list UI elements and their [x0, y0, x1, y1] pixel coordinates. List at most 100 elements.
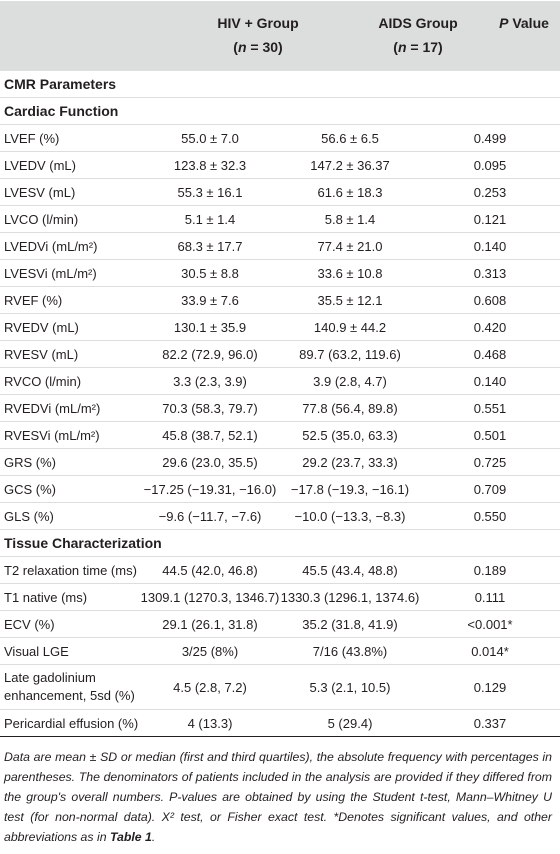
table-header: HIV + Group (n = 30) AIDS Group (n = 17)… [0, 0, 560, 71]
table-row: GRS (%) 29.6 (23.0, 35.5) 29.2 (23.7, 33.3… [0, 448, 560, 476]
p-value: 0.014* [420, 637, 560, 665]
hiv-value: 30.5 ± 8.8 [140, 259, 280, 287]
hiv-value: 3/25 (8%) [140, 637, 280, 665]
aids-value: 45.5 (43.4, 48.8) [280, 556, 420, 584]
table-row: LVEDV (mL) 123.8 ± 32.3 147.2 ± 36.37 0.095 [0, 151, 560, 179]
hiv-value: 4.5 (2.8, 7.2) [140, 664, 280, 710]
p-value: 0.313 [420, 259, 560, 287]
table-row: LVESV (mL) 55.3 ± 16.1 61.6 ± 18.3 0.253 [0, 178, 560, 206]
p-value: 0.499 [420, 124, 560, 152]
aids-value: 5.8 ± 1.4 [280, 205, 420, 233]
p-value: 0.095 [420, 151, 560, 179]
p-value: 0.551 [420, 394, 560, 422]
aids-value: −17.8 (−19.3, −16.1) [280, 475, 420, 503]
row-label: GCS (%) [0, 475, 140, 503]
p-value: 0.337 [420, 709, 560, 737]
hiv-value: 82.2 (72.9, 96.0) [140, 340, 280, 368]
row-label: RVEDVi (mL/m²) [0, 394, 140, 422]
p-value: 0.501 [420, 421, 560, 449]
hiv-value: 123.8 ± 32.3 [140, 151, 280, 179]
row-label: GRS (%) [0, 448, 140, 476]
table-row: Visual LGE 3/25 (8%) 7/16 (43.8%) 0.014* [0, 637, 560, 665]
p-value: 0.468 [420, 340, 560, 368]
aids-value: 61.6 ± 18.3 [280, 178, 420, 206]
p-value: <0.001* [420, 610, 560, 638]
row-label: Pericardial effusion (%) [0, 709, 140, 737]
row-label: LVCO (l/min) [0, 205, 140, 233]
hiv-value: 29.6 (23.0, 35.5) [140, 448, 280, 476]
row-label: LVEF (%) [0, 124, 140, 152]
table-row: T1 native (ms) 1309.1 (1270.3, 1346.7) 133… [0, 583, 560, 611]
aids-value: 52.5 (35.0, 63.3) [280, 421, 420, 449]
row-label: GLS (%) [0, 502, 140, 530]
section-row: CMR Parameters [0, 71, 560, 98]
section-cardiac: Cardiac Function [0, 97, 560, 125]
table-row: Late gadolinium enhancement, 5sd (%) 4.5… [0, 664, 560, 710]
header-hiv-group: HIV + Group (n = 30) [168, 11, 348, 59]
p-value: 0.189 [420, 556, 560, 584]
aids-group-n: (n = 17) [393, 39, 443, 55]
aids-value: 77.8 (56.4, 89.8) [280, 394, 420, 422]
aids-value: 140.9 ± 44.2 [280, 313, 420, 341]
p-value: 0.709 [420, 475, 560, 503]
row-label: T1 native (ms) [0, 583, 140, 611]
p-value: 0.550 [420, 502, 560, 530]
hiv-value: 5.1 ± 1.4 [140, 205, 280, 233]
table-row: RVEF (%) 33.9 ± 7.6 35.5 ± 12.1 0.608 [0, 286, 560, 314]
hiv-value: 3.3 (2.3, 3.9) [140, 367, 280, 395]
aids-value: 77.4 ± 21.0 [280, 232, 420, 260]
p-value: 0.253 [420, 178, 560, 206]
hiv-value: 33.9 ± 7.6 [140, 286, 280, 314]
row-label: Visual LGE [0, 637, 140, 665]
table-row: LVCO (l/min) 5.1 ± 1.4 5.8 ± 1.4 0.121 [0, 205, 560, 233]
hiv-value: 45.8 (38.7, 52.1) [140, 421, 280, 449]
row-label: RVESVi (mL/m²) [0, 421, 140, 449]
table-row: RVESV (mL) 82.2 (72.9, 96.0) 89.7 (63.2, 1… [0, 340, 560, 368]
table-row: RVCO (l/min) 3.3 (2.3, 3.9) 3.9 (2.8, 4.7)… [0, 367, 560, 395]
hiv-value: 55.3 ± 16.1 [140, 178, 280, 206]
row-label: RVEDV (mL) [0, 313, 140, 341]
row-label: RVCO (l/min) [0, 367, 140, 395]
aids-value: 5.3 (2.1, 10.5) [280, 664, 420, 710]
p-value: 0.725 [420, 448, 560, 476]
hiv-value: 55.0 ± 7.0 [140, 124, 280, 152]
hiv-group-name: HIV + Group [217, 15, 299, 31]
aids-value: 3.9 (2.8, 4.7) [280, 367, 420, 395]
aids-group-name: AIDS Group [378, 15, 458, 31]
header-aids-group: AIDS Group (n = 17) [348, 11, 488, 59]
p-value: 0.140 [420, 232, 560, 260]
row-label: LVESV (mL) [0, 178, 140, 206]
table-footnote: Data are mean ± SD or median (first and … [4, 750, 552, 844]
row-label: LVESVi (mL/m²) [0, 259, 140, 287]
hiv-group-n: (n = 30) [233, 39, 283, 55]
p-value: 0.420 [420, 313, 560, 341]
row-label: T2 relaxation time (ms) [0, 556, 140, 584]
aids-value: −10.0 (−13.3, −8.3) [280, 502, 420, 530]
aids-value: 35.5 ± 12.1 [280, 286, 420, 314]
p-value: 0.111 [420, 583, 560, 611]
row-label: RVEF (%) [0, 286, 140, 314]
hiv-value: −17.25 (−19.31, −16.0) [140, 475, 280, 503]
aids-value: 29.2 (23.7, 33.3) [280, 448, 420, 476]
row-label: Late gadolinium enhancement, 5sd (%) [0, 664, 140, 710]
section-tissue: Tissue Characterization [0, 529, 560, 557]
table-row: LVEF (%) 55.0 ± 7.0 56.6 ± 6.5 0.499 [0, 124, 560, 152]
aids-value: 56.6 ± 6.5 [280, 124, 420, 152]
p-value: 0.121 [420, 205, 560, 233]
hiv-value: 68.3 ± 17.7 [140, 232, 280, 260]
aids-value: 1330.3 (1296.1, 1374.6) [280, 583, 420, 611]
section-row: Cardiac Function [0, 97, 560, 125]
hiv-value: 130.1 ± 35.9 [140, 313, 280, 341]
hiv-value: 1309.1 (1270.3, 1346.7) [140, 583, 280, 611]
aids-value: 33.6 ± 10.8 [280, 259, 420, 287]
row-label: LVEDV (mL) [0, 151, 140, 179]
hiv-value: 70.3 (58.3, 79.7) [140, 394, 280, 422]
table-row: GCS (%) −17.25 (−19.31, −16.0) −17.8 (−19.… [0, 475, 560, 503]
hiv-value: 4 (13.3) [140, 709, 280, 737]
p-value: 0.140 [420, 367, 560, 395]
p-value: 0.129 [420, 664, 560, 710]
section-row: Tissue Characterization [0, 529, 560, 557]
section-cmr: CMR Parameters [0, 71, 560, 98]
table-row: RVEDV (mL) 130.1 ± 35.9 140.9 ± 44.2 0.420 [0, 313, 560, 341]
